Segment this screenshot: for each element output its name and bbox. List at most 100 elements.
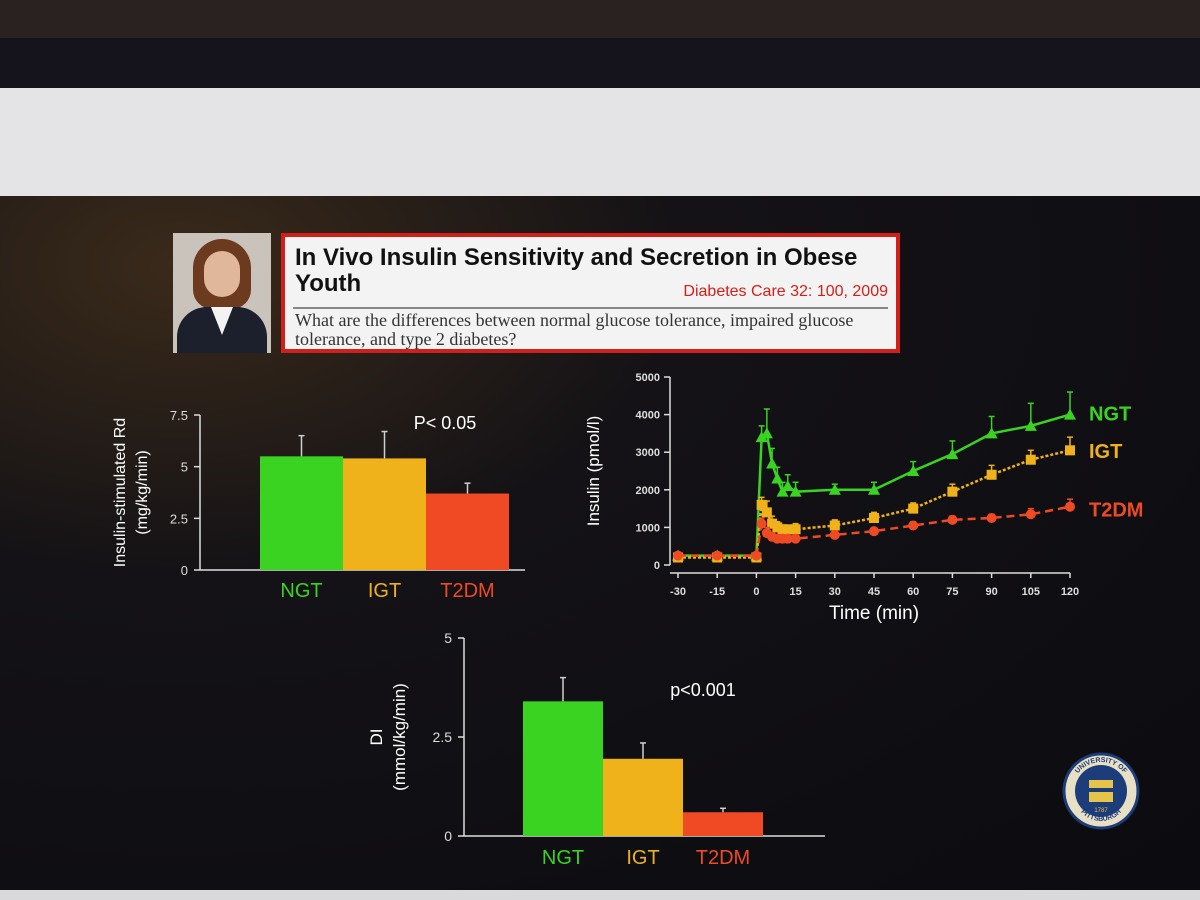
insulin-point-t2dm (756, 518, 767, 529)
di-bar-chart: 0 2.5 5 NGT IGT T2DM p<0.001 DI (mmol/kg/min) (367, 630, 825, 869)
insulin-point-ngt (781, 480, 794, 492)
insulin-point-ngt (946, 448, 959, 460)
rd-y-tick-label: 5 (181, 460, 188, 475)
insulin-x-tick-label: 45 (868, 586, 880, 598)
rd-bar-t2dm (426, 493, 509, 570)
insulin-point-t2dm (829, 529, 840, 540)
rd-y-axis-label-line: Insulin-stimulated Rd (112, 418, 129, 567)
insulin-point-ngt (907, 465, 920, 476)
insulin-point-igt (790, 524, 801, 535)
rd-bar-chart: 0 2.5 5 7.5 NGT IGT T2DM P< 0.05 Insulin-stimula… (112, 408, 525, 602)
insulin-x-tick-label: 105 (1022, 586, 1040, 598)
insulin-point-igt (761, 507, 772, 518)
insulin-x-tick-label: 120 (1061, 586, 1079, 598)
author-photo (173, 233, 271, 353)
rd-category-ngt: NGT (280, 580, 322, 602)
insulin-y-tick-label: 1000 (636, 522, 660, 534)
insulin-point-igt (1065, 445, 1075, 456)
insulin-point-ngt (789, 485, 802, 497)
rd-y-axis-label: Insulin-stimulated Rd (mg/kg/min) (112, 418, 151, 567)
title-divider (293, 307, 888, 309)
insulin-point-igt (829, 520, 840, 531)
insulin-point-t2dm (1025, 509, 1036, 520)
rd-y-tick-label: 7.5 (170, 408, 188, 423)
insulin-point-ngt (766, 457, 779, 469)
insulin-x-tick-label: 15 (789, 586, 801, 598)
legend-ngt: NGT (1089, 404, 1131, 426)
legend-igt: IGT (1089, 441, 1122, 463)
insulin-x-tick-label: 75 (946, 586, 958, 598)
insulin-line-igt (678, 449, 1071, 559)
di-y-axis-label-line: DI (367, 729, 386, 746)
insulin-x-tick-label: -15 (709, 586, 725, 598)
insulin-x-tick-label: 90 (985, 586, 997, 598)
insulin-y-tick-label: 4000 (636, 410, 660, 422)
research-question: What are the differences between normal … (295, 310, 854, 349)
insulin-point-t2dm (908, 520, 919, 531)
insulin-point-ngt (755, 431, 768, 443)
insulin-point-t2dm (673, 550, 683, 561)
rd-y-tick-label: 2.5 (170, 511, 188, 526)
slide-header-band (0, 88, 1200, 196)
rd-bar-igt (343, 458, 426, 570)
di-y-axis-label-line: (mmol/kg/min) (390, 683, 409, 791)
di-y-tick-label: 5 (444, 630, 452, 646)
insulin-point-ngt (776, 485, 789, 497)
di-y-axis-label: DI (mmol/kg/min) (367, 683, 409, 791)
insulin-point-igt (908, 503, 919, 514)
insulin-y-tick-label: 2000 (636, 485, 660, 497)
insulin-x-tick-label: 30 (829, 586, 841, 598)
rd-p-value: P< 0.05 (414, 413, 477, 433)
di-bar-ngt (523, 701, 603, 836)
insulin-point-ngt (985, 427, 998, 439)
screen-top-strip (0, 38, 1200, 88)
insulin-point-igt (772, 522, 783, 533)
legend-t2dm: T2DM (1089, 499, 1143, 521)
insulin-point-t2dm (782, 533, 793, 544)
insulin-point-ngt (828, 483, 841, 495)
insulin-point-t2dm (869, 526, 879, 537)
insulin-point-igt (986, 469, 997, 480)
insulin-y-tick-label: 5000 (636, 372, 660, 384)
di-p-value: p<0.001 (670, 680, 736, 700)
insulin-point-t2dm (947, 514, 958, 525)
insulin-point-ngt (1024, 419, 1037, 431)
monitor-bezel (0, 0, 1200, 38)
insulin-point-igt (777, 524, 788, 535)
logo-year: 1787 (1094, 808, 1108, 814)
insulin-x-tick-label: 0 (753, 586, 759, 598)
insulin-point-t2dm (1065, 501, 1075, 512)
insulin-y-tick-label: 3000 (636, 447, 660, 459)
insulin-y-axis-label: Insulin (pmol/l) (584, 416, 603, 527)
di-bar-igt (603, 758, 683, 836)
rd-category-igt: IGT (368, 580, 401, 602)
insulin-x-tick-label: -30 (670, 586, 686, 598)
insulin-point-t2dm (790, 533, 801, 544)
di-category-ngt: NGT (542, 847, 584, 869)
rd-category-t2dm: T2DM (440, 580, 494, 602)
insulin-point-ngt (771, 472, 784, 484)
insulin-line-chart: 0 1000 2000 3000 4000 5000 -30 -15 0 15 30 45 60 75 90… (584, 372, 1143, 624)
di-y-tick-label: 2.5 (433, 729, 453, 745)
insulin-point-t2dm (751, 550, 762, 561)
rd-y-axis-label-line: (mg/kg/min) (134, 450, 151, 534)
screen-bottom-edge (0, 890, 1200, 900)
rd-bar-ngt (260, 456, 343, 570)
paper-title: In Vivo Insulin Sensitivity and Secretio… (295, 244, 858, 297)
insulin-point-t2dm (712, 550, 723, 561)
university-seal-logo: UNIVERSITY OF PITTSBURGH 1787 (1062, 752, 1140, 830)
paper-citation: Diabetes Care 32: 100, 2009 (683, 283, 888, 300)
insulin-point-t2dm (986, 513, 997, 523)
insulin-x-tick-label: 60 (907, 586, 919, 598)
insulin-point-igt (947, 486, 958, 497)
insulin-point-igt (767, 518, 778, 529)
insulin-point-ngt (1064, 408, 1076, 420)
insulin-point-igt (869, 513, 879, 523)
insulin-x-axis-label: Time (min) (829, 603, 919, 624)
di-category-igt: IGT (626, 847, 659, 869)
insulin-point-ngt (868, 483, 880, 495)
di-category-t2dm: T2DM (696, 847, 750, 869)
insulin-point-igt (1025, 454, 1036, 465)
rd-y-tick-label: 0 (181, 563, 188, 578)
di-y-tick-label: 0 (444, 828, 452, 844)
